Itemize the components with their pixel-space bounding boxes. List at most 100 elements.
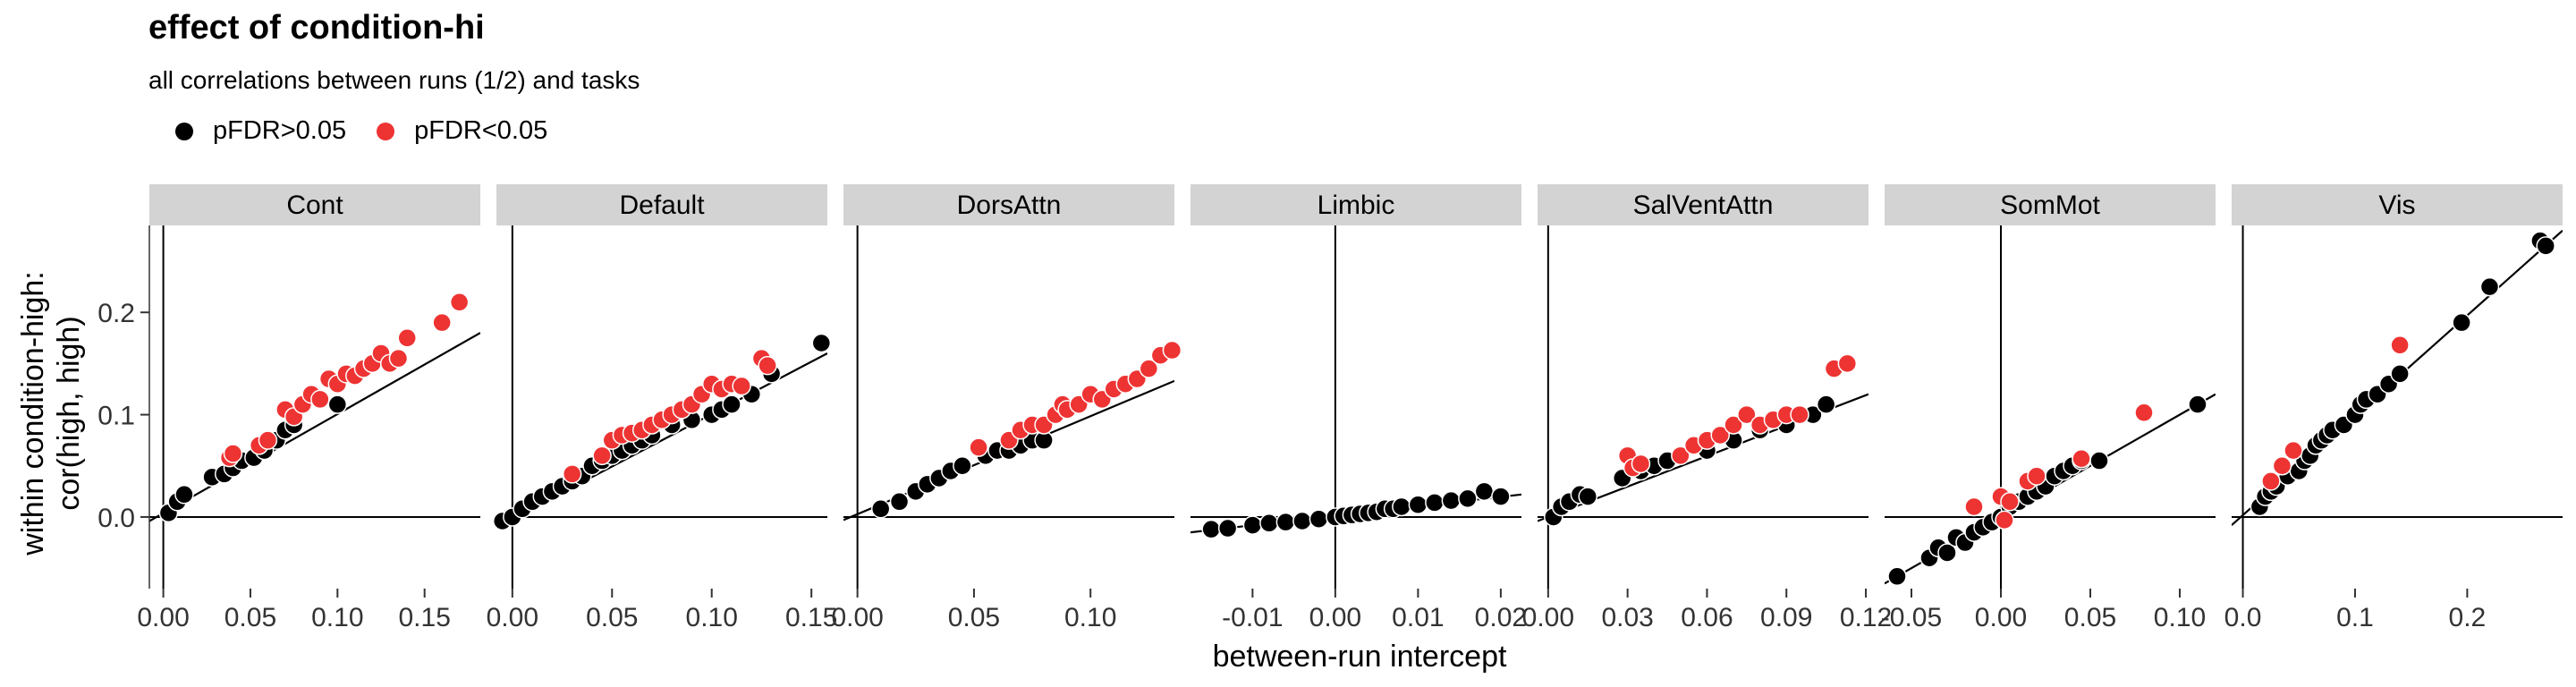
facet-strip-label: SomMot (2000, 191, 2100, 220)
facet-strip (1885, 184, 2216, 225)
data-point-ns (1217, 518, 1238, 539)
facet-strip-label: Vis (2378, 191, 2415, 220)
y-tick-label: 0.1 (97, 402, 135, 431)
data-point-ns (870, 499, 891, 519)
x-tick-label: 0.05 (225, 603, 276, 632)
data-point-ns (2390, 364, 2410, 384)
x-tick-label: 0.00 (1309, 603, 1361, 632)
data-point-sig (432, 312, 452, 333)
data-point-sig (2027, 466, 2046, 486)
data-point-sig (592, 445, 612, 466)
x-axis-title: between-run intercept (1213, 640, 1507, 674)
facet-strip-label: Limbic (1318, 191, 1395, 220)
data-point-ns (1491, 487, 1511, 506)
legend-label-sig: pFDR<0.05 (414, 116, 548, 145)
data-point-sig (388, 348, 409, 369)
x-tick-label: 0.0 (2224, 603, 2262, 632)
legend-dot-sig (377, 122, 395, 140)
x-tick-label: 0.10 (311, 603, 363, 632)
facet-strip-label: Cont (286, 191, 343, 220)
facet-strip-label: SalVentAttn (1633, 191, 1774, 220)
data-point-sig (310, 389, 330, 410)
facet-strip (1191, 184, 1521, 225)
data-point-ns (1275, 512, 1296, 532)
facet-strip (843, 184, 1174, 225)
data-point-sig (449, 293, 470, 312)
data-point-ns (2089, 451, 2109, 471)
data-point-sig (1995, 510, 2014, 530)
data-point-sig (1631, 454, 1651, 474)
data-point-ns (1458, 488, 1478, 509)
x-tick-label: -0.01 (1222, 603, 1283, 632)
facet-strip (2232, 184, 2563, 225)
x-tick-label: 0.00 (487, 603, 538, 632)
facet-strip-label: Default (619, 191, 705, 220)
x-tick-label: 0.00 (1522, 603, 1574, 632)
data-point-ns (1937, 543, 1957, 563)
x-tick-label: 0.02 (1475, 603, 1527, 632)
data-point-sig (1964, 496, 1984, 517)
data-point-sig (2284, 440, 2303, 461)
x-tick-label: 0.12 (1840, 603, 1892, 632)
data-point-ns (1474, 481, 1495, 502)
data-point-ns (1242, 515, 1263, 535)
x-tick-label: 0.05 (2064, 603, 2116, 632)
data-point-ns (722, 394, 741, 414)
data-point-ns (1425, 493, 1445, 513)
data-point-sig (1790, 404, 1809, 425)
data-point-ns (2536, 236, 2555, 256)
legend-dot-ns (175, 122, 193, 140)
data-point-ns (2188, 394, 2207, 414)
x-tick-label: 0.00 (137, 603, 189, 632)
data-point-sig (562, 464, 582, 484)
data-point-ns (1309, 509, 1329, 529)
x-tick-label: 0.05 (586, 603, 638, 632)
legend-item-sig: pFDR<0.05 (377, 116, 547, 146)
x-tick-label: 0.15 (398, 603, 450, 632)
data-point-ns (953, 456, 972, 476)
data-point-ns (174, 485, 194, 505)
legend: pFDR>0.05 pFDR<0.05 (175, 116, 578, 146)
data-point-sig (1139, 359, 1159, 378)
legend-label-ns: pFDR>0.05 (213, 116, 347, 145)
x-tick-label: 0.10 (1064, 603, 1116, 632)
data-point-ns (1441, 490, 1462, 511)
data-point-ns (1816, 394, 1836, 414)
data-point-sig (2072, 449, 2091, 469)
facet-strip (496, 184, 827, 225)
data-point-ns (1887, 566, 1907, 587)
x-tick-label: 0.2 (2449, 603, 2487, 632)
y-axis-title-line-2: cor(high, high) (52, 316, 86, 510)
data-point-ns (811, 333, 832, 353)
data-point-sig (1737, 404, 1757, 425)
data-point-sig (2272, 456, 2292, 476)
data-point-ns (1259, 513, 1279, 533)
chart-subtitle: all correlations between runs (1/2) and … (148, 66, 640, 94)
legend-item-ns: pFDR>0.05 (175, 116, 346, 146)
y-tick-label: 0.2 (97, 299, 135, 328)
y-axis-title-line-1: within condition-high: (16, 271, 50, 556)
x-tick-label: 0.00 (1975, 603, 2027, 632)
x-tick-label: 0.09 (1760, 603, 1812, 632)
data-point-ns (1408, 495, 1428, 514)
facet-strip (1538, 184, 1868, 225)
data-point-sig (223, 444, 243, 463)
data-point-sig (2134, 403, 2154, 423)
facet-strip-label: DorsAttn (957, 191, 1062, 220)
x-tick-label: 0.01 (1392, 603, 1444, 632)
data-point-sig (2261, 471, 2281, 491)
data-point-ns (327, 394, 348, 414)
x-tick-label: 0.00 (831, 603, 883, 632)
data-point-ns (2479, 276, 2500, 297)
data-point-sig (1837, 353, 1858, 374)
fit-line (149, 332, 480, 522)
x-tick-label: 0.03 (1601, 603, 1653, 632)
data-point-ns (1578, 487, 1597, 506)
data-point-sig (258, 430, 278, 450)
data-point-sig (397, 328, 417, 348)
data-point-sig (758, 355, 777, 376)
data-point-sig (1724, 415, 1743, 435)
x-tick-label: 0.15 (785, 603, 837, 632)
chart-title: effect of condition-hi (148, 9, 485, 47)
